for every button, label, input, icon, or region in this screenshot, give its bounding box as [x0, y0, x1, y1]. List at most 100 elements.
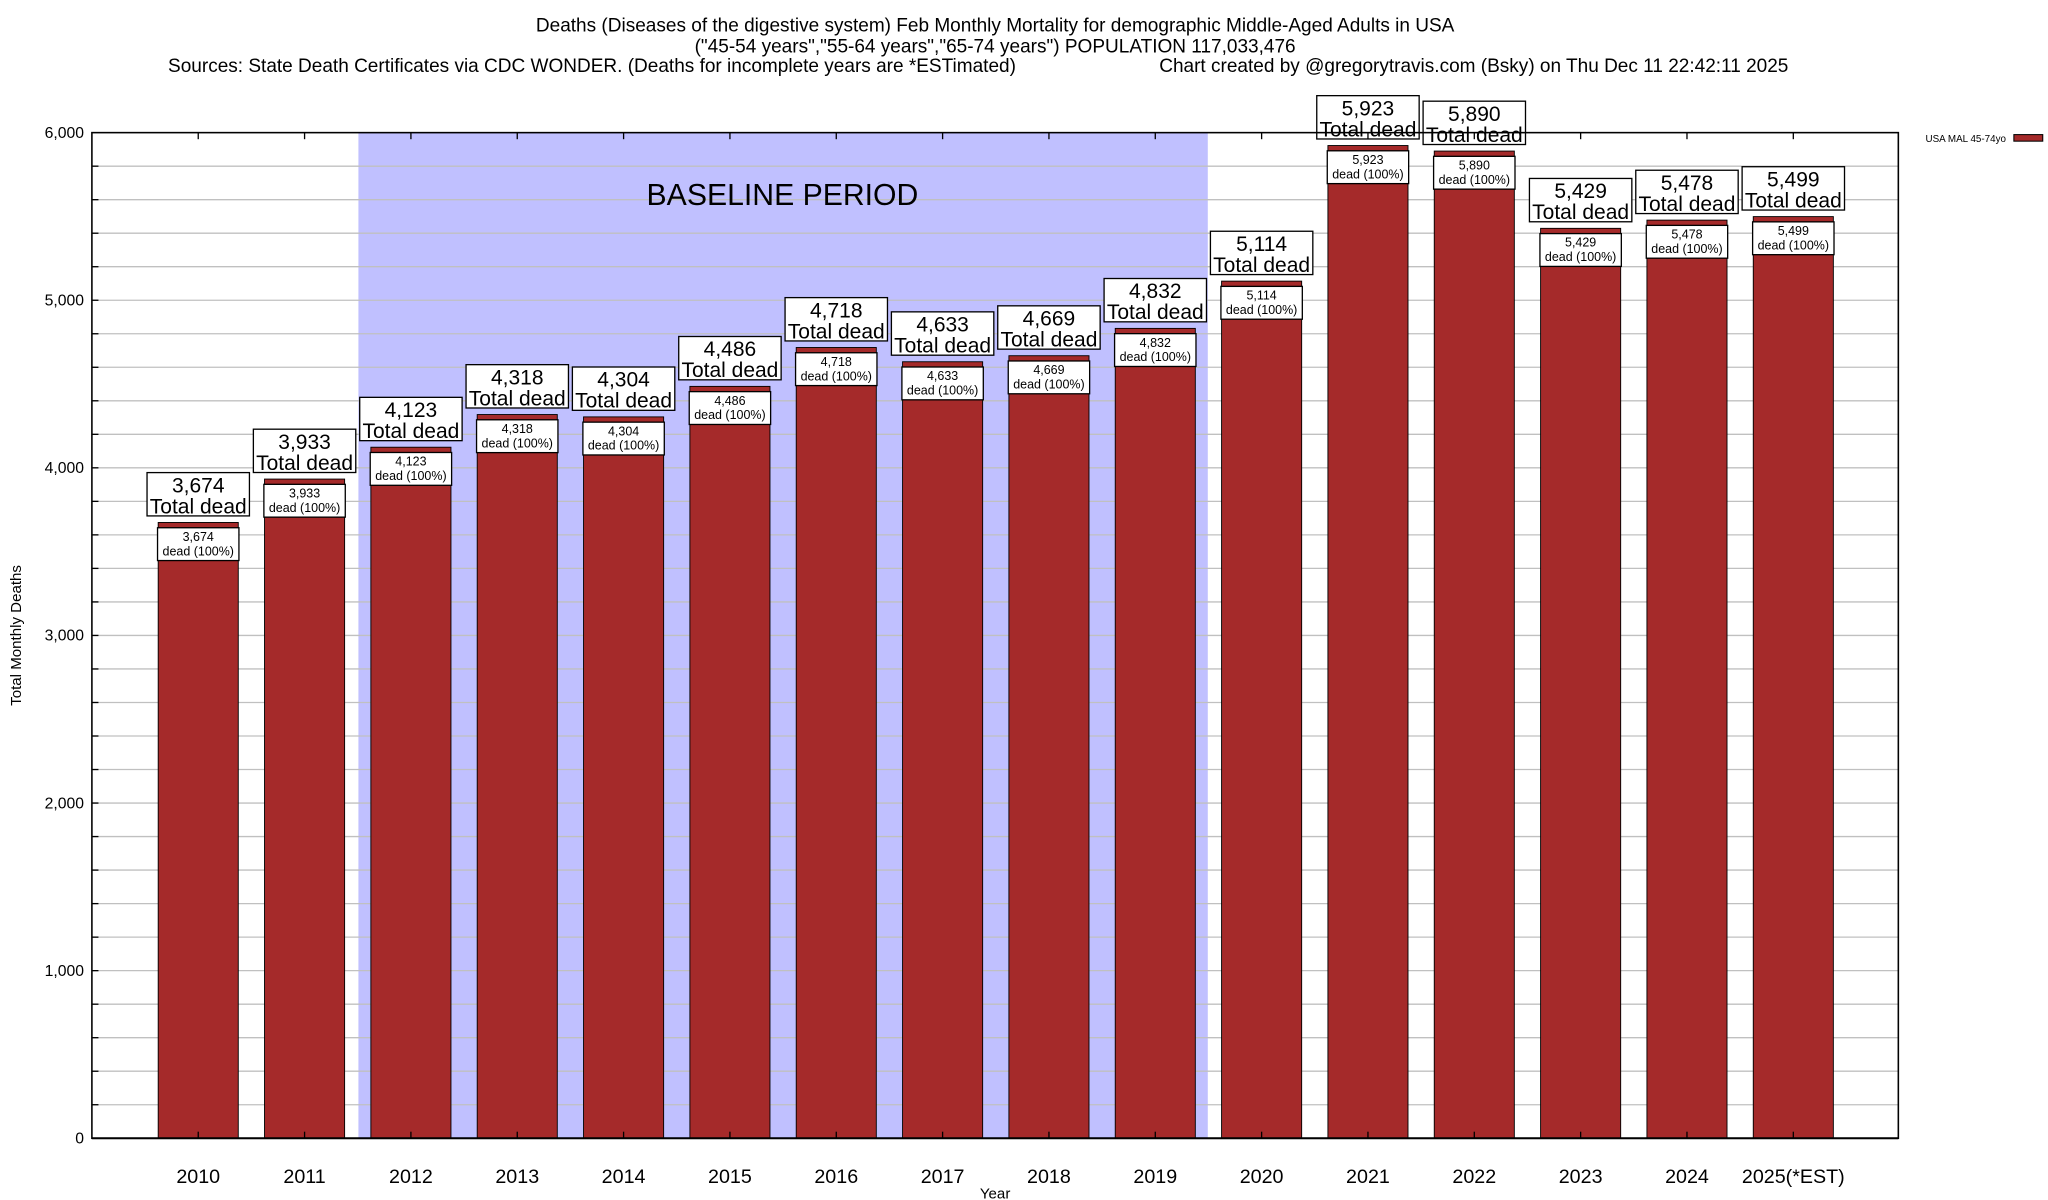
bar-2021 [1327, 145, 1409, 1139]
bar-total-text: Total dead [1532, 201, 1629, 224]
bar-inner-label-box [1220, 285, 1303, 320]
bar-total-label-box [146, 471, 251, 517]
bar-inner-label-box [1113, 332, 1197, 368]
bar-inner-value: 4,123 [395, 455, 426, 469]
x-tick-label: 2021 [1346, 1166, 1390, 1188]
bar-total-label-box [1528, 177, 1633, 223]
x-tick-label: 2015 [708, 1166, 752, 1188]
bar-total-value: 4,633 [916, 314, 969, 337]
baseline-period-label: BASELINE PERIOD [647, 179, 919, 212]
bar-total-text: Total dead [575, 390, 672, 413]
bar-total-value: 3,674 [172, 474, 225, 497]
y-tick-label: 3,000 [45, 628, 85, 645]
bar-inner-value: 5,923 [1352, 153, 1383, 167]
bar-total-value: 5,429 [1554, 180, 1607, 203]
y-tick-label: 5,000 [45, 292, 85, 309]
bar-inner-value: 5,890 [1459, 158, 1490, 172]
chart-title-line-1: Deaths (Diseases of the digestive system… [536, 16, 1455, 37]
bar-total-value: 4,718 [810, 299, 863, 322]
bar-inner-pct: dead (100%) [482, 436, 553, 450]
bar-inner-label-box [1432, 155, 1516, 190]
bar-inner-value: 5,478 [1671, 228, 1702, 242]
bar-inner-value: 4,669 [1033, 363, 1064, 377]
bar-inner-pct: dead (100%) [1545, 250, 1616, 264]
x-tick-label: 2016 [814, 1166, 858, 1188]
bar-total-text: Total dead [469, 387, 566, 410]
bar-inner-pct: dead (100%) [907, 384, 978, 398]
bar-total-label-box [252, 428, 357, 474]
bar-2022 [1433, 150, 1515, 1139]
bar-2017 [902, 361, 984, 1139]
bar-inner-value: 4,718 [821, 355, 852, 369]
bar-total-label-box [1209, 230, 1314, 276]
x-tick-label: 2020 [1240, 1166, 1284, 1188]
y-tick-label: 1,000 [45, 963, 85, 980]
x-tick-label: 2024 [1665, 1166, 1709, 1188]
bar-inner-pct: dead (100%) [269, 501, 340, 515]
bar-total-label-box [678, 335, 782, 381]
bar-inner-value: 4,318 [502, 422, 533, 436]
bar-inner-label-box [794, 352, 878, 387]
bar-total-value: 4,669 [1023, 308, 1076, 331]
bar-total-label-box [1103, 277, 1208, 323]
bar-total-label-box [465, 364, 570, 409]
bar-inner-pct: dead (100%) [588, 439, 659, 453]
x-tick-label: 2013 [495, 1166, 539, 1188]
bar-total-label-box [1741, 166, 1846, 211]
x-tick-label: 2019 [1133, 1166, 1177, 1188]
bar-2018 [1008, 355, 1090, 1139]
bar-inner-label-box [1007, 360, 1091, 395]
bar-total-text: Total dead [1213, 254, 1310, 277]
bar-inner-label-box [263, 483, 346, 518]
bar-inner-value: 4,304 [608, 424, 639, 438]
x-tick-label: 2023 [1559, 1166, 1603, 1188]
bar-inner-label-box [1645, 224, 1729, 259]
x-tick-label: 2011 [283, 1166, 325, 1188]
bar-inner-pct: dead (100%) [375, 469, 446, 483]
bar-total-value: 5,114 [1236, 233, 1287, 256]
x-tick-label: 2018 [1027, 1166, 1071, 1188]
bar-inner-label-box [369, 451, 453, 486]
legend-swatch [2013, 134, 2044, 142]
bar-total-label-box [890, 311, 995, 356]
bar-inner-label-box [1539, 232, 1622, 268]
bar-2010 [157, 522, 239, 1139]
bar-2014 [583, 416, 665, 1139]
x-tick-label: 2010 [176, 1166, 220, 1188]
bar-inner-value: 4,486 [714, 394, 745, 408]
bar-inner-pct: dead (100%) [1332, 167, 1403, 181]
bar-inner-label-box [1326, 150, 1410, 185]
bar-total-text: Total dead [150, 495, 247, 518]
y-tick-label: 6,000 [45, 125, 85, 142]
bar-inner-pct: dead (100%) [1226, 303, 1297, 317]
bar-total-value: 4,123 [385, 399, 438, 422]
bar-total-value: 5,478 [1661, 172, 1714, 195]
bar-inner-label-box [475, 419, 559, 454]
bar-inner-label-box [582, 421, 665, 456]
bar-inner-pct: dead (100%) [1120, 350, 1191, 364]
bar-2023 [1540, 227, 1622, 1139]
bar-inner-label-box [1751, 221, 1835, 256]
bar-inner-label-box [688, 390, 772, 426]
bar-total-value: 3,933 [278, 431, 331, 454]
bar-total-value: 4,486 [704, 338, 757, 361]
bar-2012 [370, 446, 452, 1139]
x-tick-label: 2017 [921, 1166, 965, 1188]
bar-2016 [795, 347, 877, 1139]
x-tick-label: 2025(*EST) [1742, 1166, 1845, 1188]
bar-inner-label-box [156, 527, 240, 562]
x-tick-label: 2022 [1452, 1166, 1496, 1188]
bar-total-label-box [359, 396, 463, 442]
bar-2019 [1114, 327, 1196, 1139]
bar-total-text: Total dead [788, 320, 885, 343]
y-axis-label: Total Monthly Deaths [8, 565, 25, 706]
bar-inner-value: 5,429 [1565, 236, 1596, 250]
bar-inner-label-box [901, 366, 984, 401]
chart-sources: Sources: State Death Certificates via CD… [168, 56, 1016, 77]
bar-inner-value: 4,633 [927, 369, 958, 383]
bar-2015 [689, 385, 771, 1139]
plot-area: 0 1,000 2,000 3,000 4,000 5,000 6,000 BASELINE … [45, 94, 1900, 1188]
bar-total-value: 4,832 [1129, 280, 1182, 303]
bar-total-text: Total dead [256, 452, 353, 475]
